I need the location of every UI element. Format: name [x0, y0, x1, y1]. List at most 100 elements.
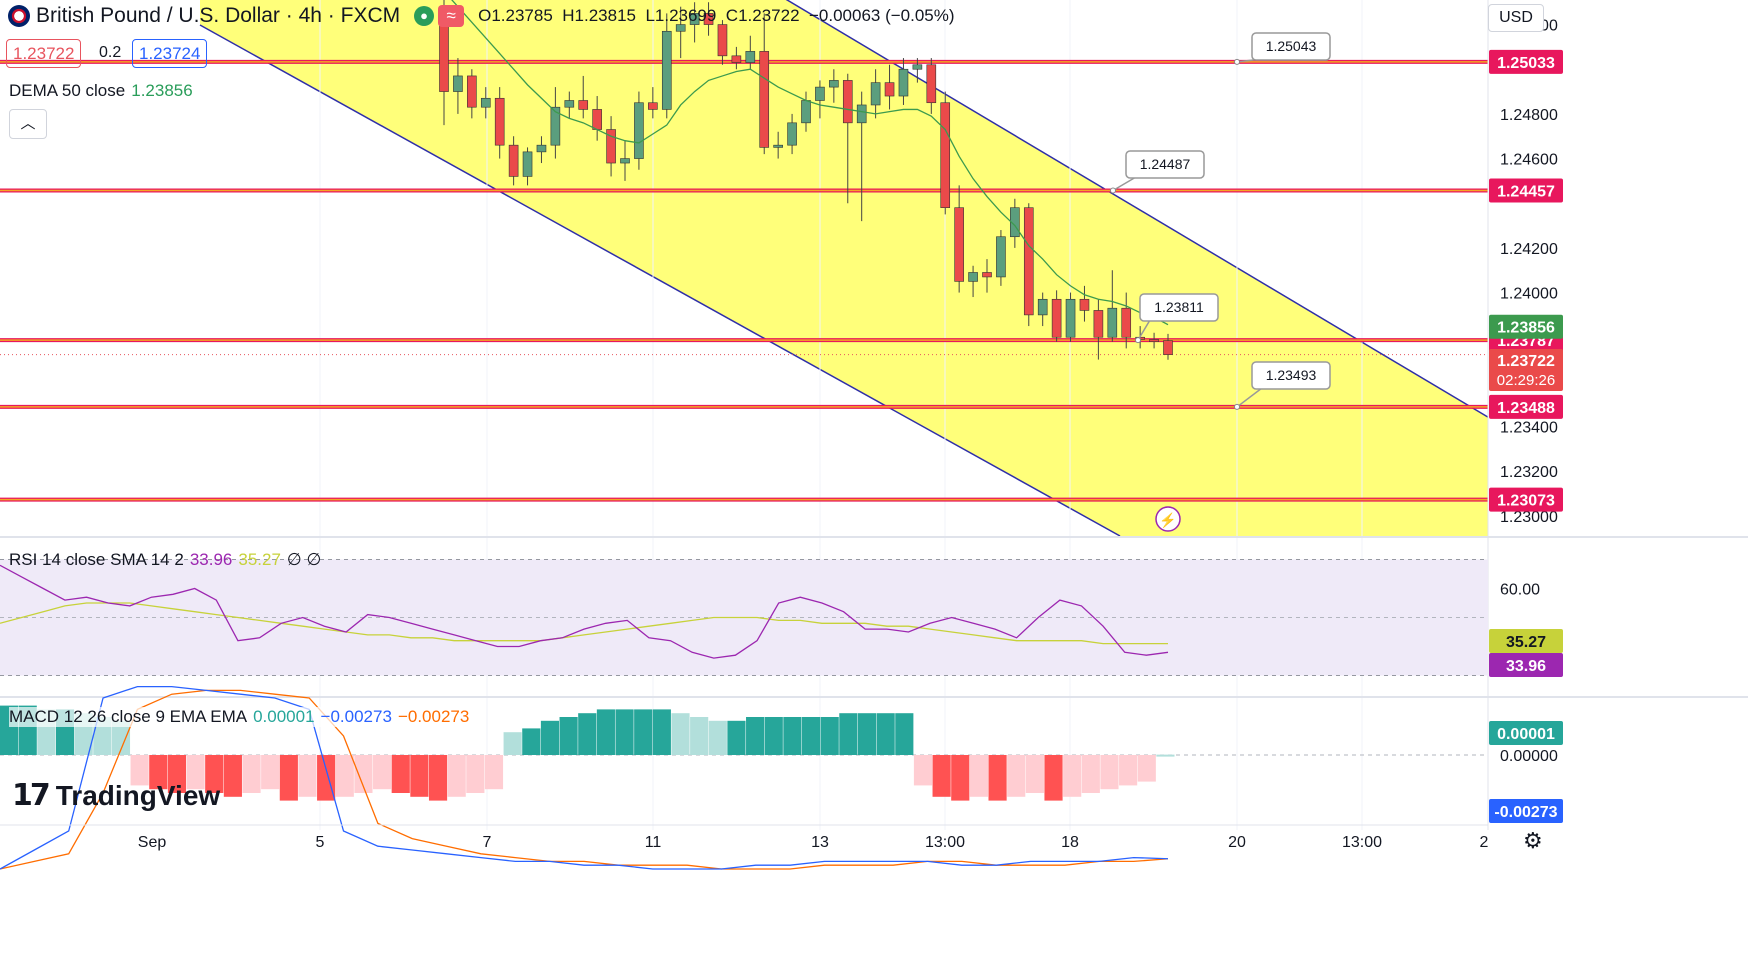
- change-value: −0.00063 (−0.05%): [808, 6, 955, 25]
- high-value: H1.23815: [562, 6, 636, 25]
- macd-histogram-bar: [428, 755, 448, 801]
- candle-body: [898, 68, 909, 97]
- candle-body: [1051, 298, 1062, 338]
- time-axis-tick: 18: [1061, 834, 1079, 851]
- symbol-header: British Pound / U.S. Dollar · 4h · FXCM …: [0, 0, 955, 32]
- macd-histogram-bar: [1137, 755, 1156, 782]
- open-value: O1.23785: [478, 6, 553, 25]
- macd-histogram-bar: [1156, 754, 1175, 757]
- callout-anchor: [1234, 58, 1240, 65]
- macd-histogram-bar: [839, 713, 858, 755]
- candle-body: [648, 102, 658, 110]
- sell-button[interactable]: 1.23722: [6, 39, 82, 68]
- rsi-value: 33.96: [189, 550, 233, 569]
- candle-body: [884, 82, 895, 97]
- macd-histogram-bar: [373, 755, 392, 790]
- tradingview-logo-icon: 𝟭𝟳: [12, 779, 51, 812]
- candle-body: [494, 97, 505, 146]
- callout-anchor: [1135, 337, 1141, 344]
- close-value: C1.23722: [725, 6, 800, 25]
- price-axis-tick: 1.23400: [1500, 420, 1558, 437]
- callout-box: [1125, 150, 1205, 179]
- countdown-tag: 02:29:26: [1497, 372, 1555, 389]
- price-axis-tick: 1.24800: [1500, 107, 1558, 124]
- rsi-axis-tag: 33.96: [1506, 658, 1546, 675]
- macd-histogram-bar: [1044, 755, 1063, 801]
- macd-histogram-bar: [578, 713, 597, 755]
- chevron-up-icon: ︿: [20, 115, 36, 132]
- macd-histogram-bar: [391, 755, 410, 793]
- visibility-eye-icon[interactable]: ●: [414, 6, 435, 26]
- spread-value: 0.2: [99, 44, 122, 61]
- rsi-legend[interactable]: RSI 14 close SMA 14 2 33.96 35.27 ∅ ∅: [9, 550, 321, 570]
- macd-line-axis-tag: -0.00273: [1494, 804, 1557, 821]
- macd-hist-axis-tag: 0.00001: [1497, 726, 1555, 743]
- time-axis-tick: 5: [316, 834, 325, 851]
- candle-body: [1037, 298, 1048, 316]
- candle-body: [453, 75, 463, 92]
- candle-body: [912, 64, 923, 70]
- callout-anchor: [1234, 403, 1240, 410]
- level-price-tag: 1.23488: [1497, 400, 1555, 417]
- macd-histogram-bar: [913, 755, 933, 786]
- rsi-line: [0, 564, 1169, 659]
- dema-price-tag: 1.23856: [1497, 320, 1555, 337]
- macd-histogram-bar: [857, 713, 877, 755]
- dema-line: [451, 0, 1169, 326]
- collapse-legend-button[interactable]: ︿: [9, 109, 47, 139]
- macd-histogram-bar: [1063, 755, 1082, 797]
- level-price-tag-bg: [1489, 394, 1563, 419]
- level-price-tag: 1.23073: [1497, 493, 1555, 510]
- candle-body: [856, 104, 867, 124]
- price-axis-tick: 1.23000: [1500, 509, 1558, 526]
- macd-histogram-bar: [969, 755, 988, 797]
- rsi-sma-axis-tag: 35.27: [1506, 634, 1546, 651]
- rsi-sma-axis-tag-bg: [1489, 629, 1563, 653]
- macd-histogram-bar: [522, 728, 541, 755]
- macd-histogram-bar: [708, 720, 727, 755]
- macd-legend[interactable]: MACD 12 26 close 9 EMA EMA 0.00001 −0.0027…: [9, 707, 470, 727]
- candle-body: [689, 13, 700, 25]
- macd-histogram-bar: [484, 755, 504, 790]
- gear-icon[interactable]: ⚙: [1523, 828, 1543, 853]
- candle-body: [675, 24, 686, 32]
- candle-body: [940, 102, 951, 208]
- macd-histogram-bar: [298, 755, 317, 797]
- currency-button[interactable]: USD: [1488, 4, 1544, 32]
- callout-box: [1139, 293, 1219, 322]
- macd-hist-value: 0.00001: [253, 707, 315, 726]
- time-axis-tick: 13:00: [1342, 834, 1382, 851]
- macd-histogram-bar: [652, 709, 671, 755]
- macd-histogram-bar: [895, 713, 914, 755]
- macd-histogram-bar: [783, 717, 802, 755]
- macd-hist-axis-tag-bg: [1489, 721, 1563, 745]
- macd-histogram-bar: [671, 713, 690, 755]
- macd-histogram-bar: [801, 717, 821, 755]
- candle-body: [1149, 339, 1159, 343]
- macd-histogram-bar: [1007, 755, 1026, 797]
- macd-histogram-bar: [690, 717, 709, 755]
- symbol-title[interactable]: British Pound / U.S. Dollar · 4h · FXCM: [36, 4, 401, 27]
- candle-body: [564, 100, 575, 108]
- candle-body: [1065, 298, 1076, 338]
- tradingview-logo[interactable]: 𝟭𝟳 TradingView: [12, 778, 220, 813]
- wave-icon[interactable]: ≈: [438, 5, 465, 27]
- macd-histogram-bar: [130, 755, 149, 786]
- rsi-sma-line: [0, 602, 1168, 645]
- level-price-tag-bg: [1489, 487, 1563, 512]
- channel-fill: [200, 0, 1488, 536]
- buy-button[interactable]: 1.23724: [132, 39, 208, 68]
- macd-histogram-bar: [1025, 755, 1044, 793]
- macd-signal-line: [0, 689, 1169, 870]
- candle-body: [592, 109, 602, 130]
- candle-body: [996, 236, 1006, 278]
- candle-body: [1093, 310, 1104, 338]
- callout-label: 1.23811: [1154, 299, 1204, 315]
- dema-legend[interactable]: DEMA 50 close 1.23856: [9, 81, 193, 101]
- lightning-icon: [1155, 506, 1181, 532]
- macd-histogram-bar: [540, 720, 560, 755]
- callout-box: [1251, 32, 1331, 61]
- macd-histogram-bar: [335, 755, 354, 797]
- candle-body: [954, 207, 964, 282]
